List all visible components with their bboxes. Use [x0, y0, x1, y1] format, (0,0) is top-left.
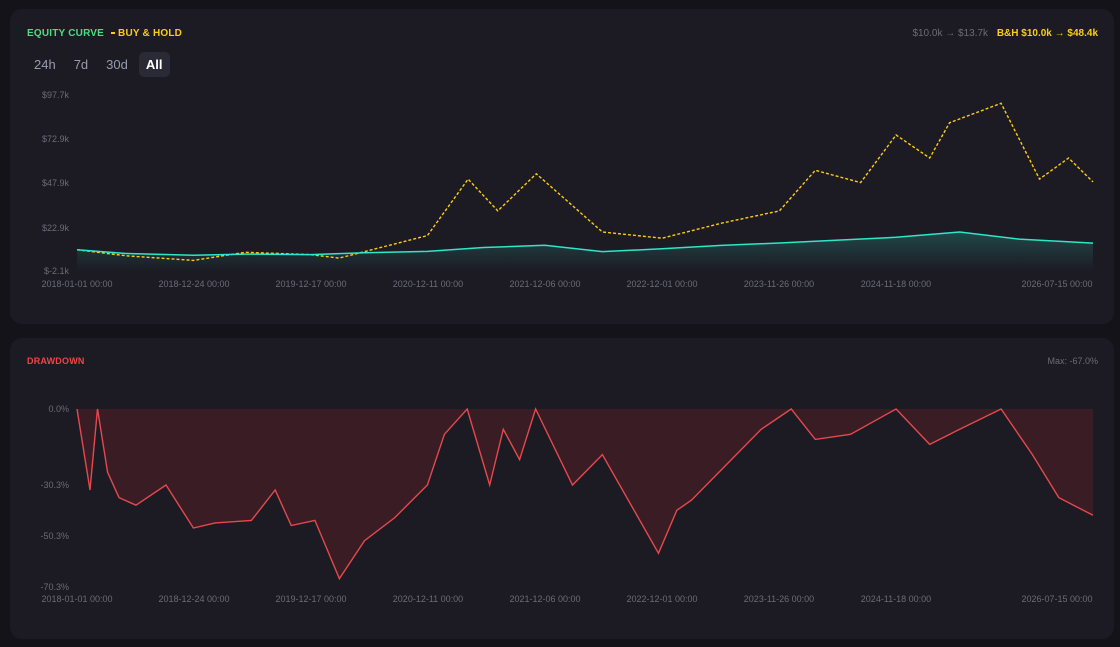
equity-x-tick-label: 2019-12-17 00:00	[275, 279, 346, 289]
drawdown-x-tick-label: 2019-12-17 00:00	[275, 594, 346, 604]
equity-y-tick-label: $47.9k	[42, 178, 70, 188]
equity-area-fill	[77, 232, 1093, 271]
equity-x-tick-label: 2022-12-01 00:00	[626, 279, 697, 289]
drawdown-panel: DRAWDOWN Max: -67.0% 0.0% -30.3% -50.3% -70…	[10, 338, 1114, 639]
equity-y-tick-label: $-2.1k	[44, 266, 70, 276]
timeframe-tabs: 24h 7d 30d All	[27, 52, 170, 77]
tab-24h[interactable]: 24h	[34, 57, 56, 72]
equity-x-tick-label: 2018-01-01 00:00	[41, 279, 112, 289]
drawdown-title: DRAWDOWN	[27, 356, 85, 366]
drawdown-y-tick-label: -50.3%	[40, 531, 69, 541]
tab-7d[interactable]: 7d	[73, 57, 89, 72]
drawdown-chart: 0.0% -30.3% -50.3% -70.3% 2018-01-01 00:00 20…	[40, 404, 1094, 604]
drawdown-x-tick-label: 2021-12-06 00:00	[509, 594, 580, 604]
legend-equity-curve: EQUITY CURVE	[27, 28, 105, 39]
drawdown-y-tick-label: 0.0%	[48, 404, 69, 414]
equity-legend: EQUITY CURVE BUY & HOLD	[27, 28, 182, 39]
drawdown-x-tick-label: 2018-01-01 00:00	[41, 594, 112, 604]
drawdown-x-tick-label: 2026-07-15 00:00	[1021, 594, 1092, 604]
strategy-summary: $10.0k → $13.7k	[912, 28, 989, 39]
equity-x-tick-label: 2026-07-15 00:00	[1021, 279, 1092, 289]
equity-x-tick-label: 2018-12-24 00:00	[158, 279, 229, 289]
equity-curve-panel: EQUITY CURVE BUY & HOLD $10.0k → $13.7k …	[10, 9, 1114, 324]
equity-x-tick-label: 2020-12-11 00:00	[393, 279, 463, 289]
tab-all[interactable]: All	[138, 52, 170, 77]
drawdown-y-tick-label: -30.3%	[40, 480, 69, 490]
buy-hold-summary: B&H $10.0k → $48.4k	[996, 28, 1098, 39]
tab-30d[interactable]: 30d	[106, 57, 128, 72]
drawdown-line	[76, 407, 1094, 581]
drawdown-x-tick-label: 2020-12-11 00:00	[393, 594, 463, 604]
drawdown-y-tick-label: -70.3%	[40, 582, 69, 592]
equity-x-tick-label: 2024-11-18 00:00	[861, 279, 931, 289]
performance-summary: $10.0k → $13.7k B&H $10.0k → $48.4k	[912, 28, 1098, 39]
drawdown-x-tick-label: 2022-12-01 00:00	[626, 594, 697, 604]
drawdown-area-fill	[77, 409, 1093, 579]
equity-x-tick-label: 2021-12-06 00:00	[509, 279, 580, 289]
drawdown-x-tick-label: 2024-11-18 00:00	[861, 594, 931, 604]
equity-y-tick-label: $22.9k	[42, 223, 70, 233]
equity-chart: $97.7k $72.9k $47.9k $22.9k $-2.1k 2018-01-01…	[41, 90, 1094, 289]
equity-y-tick-label: $72.9k	[42, 134, 70, 144]
drawdown-x-tick-label: 2023-11-26 00:00	[744, 594, 814, 604]
equity-line	[76, 231, 1094, 257]
legend-buy-hold-label: BUY & HOLD	[118, 28, 183, 39]
equity-y-tick-label: $97.7k	[42, 90, 70, 100]
equity-x-tick-label: 2023-11-26 00:00	[744, 279, 814, 289]
legend-buy-hold: BUY & HOLD	[111, 28, 182, 39]
drawdown-x-tick-label: 2018-12-24 00:00	[158, 594, 229, 604]
max-drawdown-label: Max: -67.0%	[1047, 356, 1098, 366]
dash-line-icon	[111, 32, 116, 35]
